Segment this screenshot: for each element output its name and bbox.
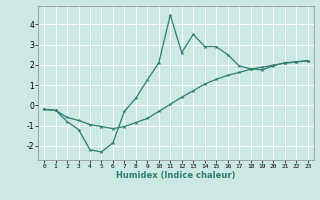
X-axis label: Humidex (Indice chaleur): Humidex (Indice chaleur) — [116, 171, 236, 180]
